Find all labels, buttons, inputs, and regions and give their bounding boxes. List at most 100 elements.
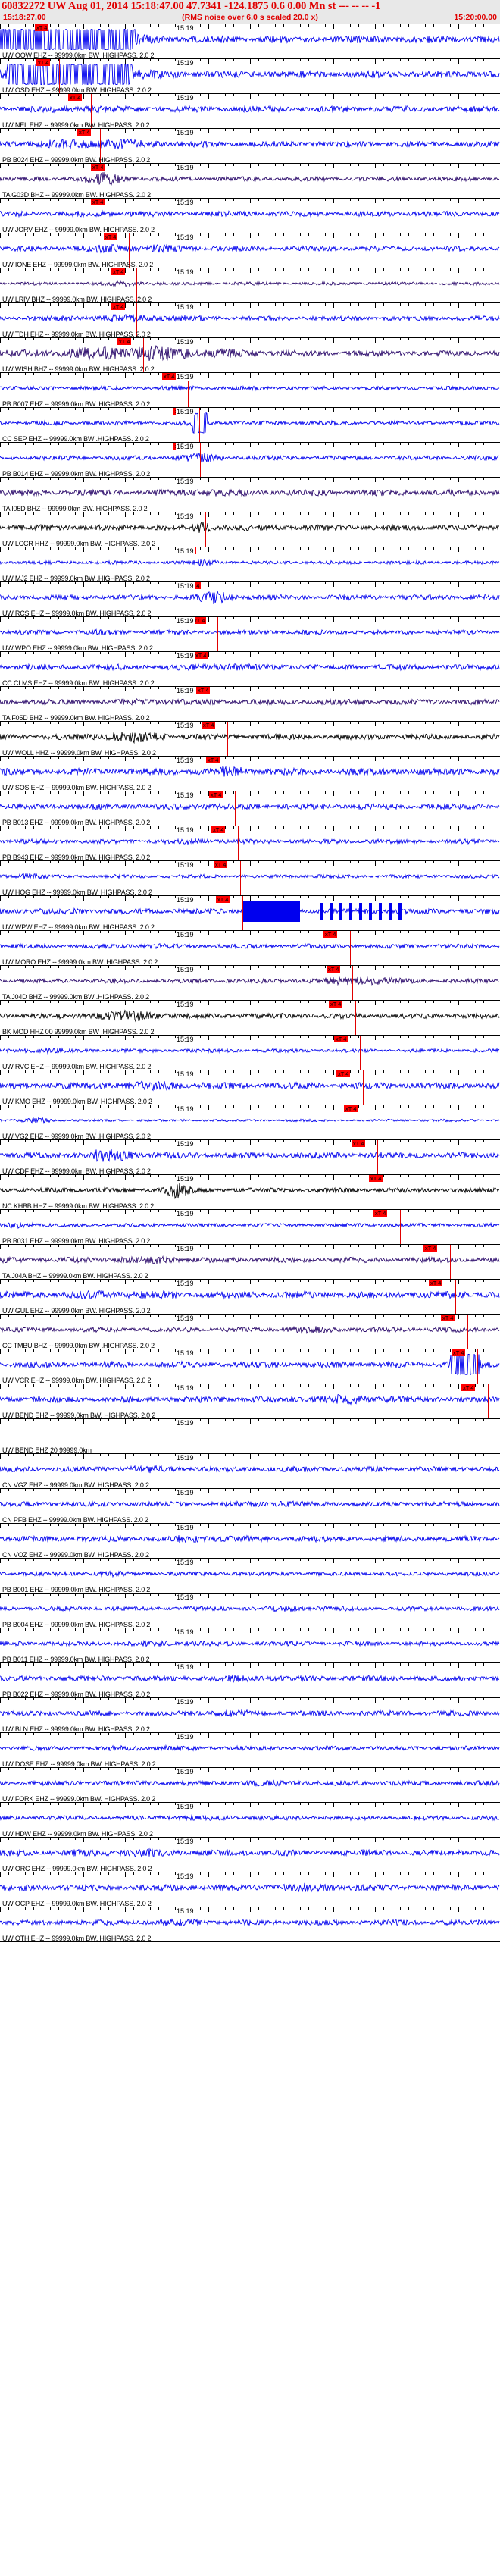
minute-label: 15:19 <box>176 129 195 136</box>
trace-row[interactable]: 15:19 UW BEND EHZ 20 99999.0km <box>0 1419 500 1454</box>
pick-marker[interactable] <box>59 59 60 93</box>
trace-row[interactable]: xT 4 15:19 UW JORV EHZ -- 99999.0km BW. HI… <box>0 199 500 233</box>
trace-row[interactable]: 15:19 PB B022 EHZ -- 99999.0km BW. HIGHPA… <box>0 1663 500 1698</box>
pick-marker[interactable] <box>477 1349 478 1384</box>
pick-marker[interactable] <box>400 1210 401 1244</box>
station-label: UW OTH EHZ -- 99999.0km BW. HIGHPASS. 2.… <box>2 1935 152 1942</box>
trace-row[interactable]: xT 4 15:19 PB B024 EHZ -- 99999.0km BW. HI… <box>0 129 500 164</box>
trace-row[interactable]: xT 4 15:19 BK MOD HHZ 00 99999.0km BW .HIG… <box>0 1001 500 1036</box>
pick-marker[interactable] <box>455 1280 456 1314</box>
pick-marker[interactable] <box>136 268 137 302</box>
trace-row[interactable]: xT 4 15:19 UW SOS EHZ -- 99999.0km BW. HIG… <box>0 757 500 791</box>
trace-row[interactable]: 15:19 UW OTH EHZ -- 99999.0km BW. HIGHPAS… <box>0 1907 500 1942</box>
minute-label: 15:19 <box>176 268 195 276</box>
station-label: UW FORK EHZ -- 99999.0km BW. HIGHPASS. 2… <box>2 1795 156 1803</box>
pick-marker[interactable] <box>450 1245 451 1279</box>
trace-row[interactable]: 15:19 CN PFB EHZ -- 99999.0km BW. HIGHPAS… <box>0 1489 500 1524</box>
trace-row[interactable]: xT 4 15:19 UW RVC EHZ -- 99999.0km BW. HIG… <box>0 1036 500 1070</box>
pick-marker[interactable] <box>100 129 101 163</box>
trace-row[interactable]: xT 4 15:19 UW IONE EHZ -- 99999.0km BW. HI… <box>0 233 500 268</box>
trace-row[interactable]: 15:19 UW OCP EHZ -- 99999.0km BW. HIGHPAS… <box>0 1872 500 1907</box>
minute-label: 15:19 <box>176 24 195 32</box>
pick-marker[interactable] <box>355 1001 356 1035</box>
waveform <box>0 412 500 434</box>
pick-marker[interactable] <box>205 512 206 547</box>
pick-marker[interactable] <box>242 896 243 930</box>
trace-row[interactable]: xT 4 15:19 PB B007 EHZ -- 99999.0km BW. HI… <box>0 373 500 408</box>
trace-row[interactable]: xT 4 15:19 PB B013 EHZ -- 99999.0km BW. HI… <box>0 791 500 826</box>
waveform <box>0 1528 500 1550</box>
pick-marker[interactable] <box>240 861 241 895</box>
trace-row[interactable]: 15:19 UW FORK EHZ -- 99999.0km BW. HIGHPA… <box>0 1768 500 1803</box>
trace-row[interactable]: xT 4 15:19 UW CDF EHZ -- 99999.0km BW. HIG… <box>0 1140 500 1175</box>
trace-row[interactable]: xT 4 15:19 UW VG2 EHZ -- 99999.0km BW .HIG… <box>0 1105 500 1140</box>
trace-row[interactable]: xT 4 15:19 TA J04D BHZ -- 99999.0km BW .HI… <box>0 966 500 1001</box>
trace-row[interactable]: 15:19 PB B004 EHZ -- 99999.0km BW. HIGHPA… <box>0 1594 500 1628</box>
pick-marker[interactable] <box>350 931 351 965</box>
pick-marker[interactable] <box>200 443 201 477</box>
pick-marker[interactable] <box>91 94 92 128</box>
pick-marker[interactable] <box>136 303 137 337</box>
trace-row[interactable]: xT 4 15:19 UW GUL EHZ -- 99999.0km BW. HIG… <box>0 1280 500 1315</box>
trace-row[interactable]: 15:19 CN VGZ EHZ -- 99999.0km BW. HIGHPAS… <box>0 1454 500 1489</box>
pick-marker[interactable] <box>199 408 200 442</box>
pick-marker[interactable] <box>363 1070 364 1105</box>
trace-row[interactable]: 15:19 UW ORC EHZ -- 99999.0km BW. HIGHPAS… <box>0 1838 500 1872</box>
pick-marker[interactable] <box>227 722 228 756</box>
pick-marker[interactable] <box>377 1140 378 1174</box>
trace-row[interactable]: xT 4 15:19 UW KMO EHZ -- 99999.0km BW. HIG… <box>0 1070 500 1105</box>
trace-row[interactable]: xT 4 15:19 UW BEND EHZ -- 99999.0km BW. HI… <box>0 1384 500 1419</box>
trace-row[interactable]: xT 4 15:19 NC KHBB HHZ -- 99999.0km BW. HI… <box>0 1175 500 1210</box>
trace-row[interactable]: xT 4 15:19 UW OOW EHZ -- 99999.0km BW .HIG… <box>0 24 500 59</box>
trace-row[interactable]: xT 4 15:19 TA J04A BHZ -- 99999.0km BW. HI… <box>0 1245 500 1280</box>
pick-marker[interactable] <box>129 233 130 268</box>
trace-row[interactable]: xT 4 15:19 CC TMBU BHZ -- 99999.0km BW .HI… <box>0 1315 500 1349</box>
waveform <box>0 1319 500 1340</box>
minute-label: 15:19 <box>176 1524 195 1531</box>
trace-row[interactable]: xT 4 15:19 UW MORO EHZ -- 99999.0km BW. HI… <box>0 931 500 966</box>
trace-row[interactable]: xT 4 15:19 UW TDH EHZ -- 99999.0km BW. HIG… <box>0 303 500 338</box>
trace-row[interactable]: 15:19 UW HDW EHZ -- 99999.0km BW. HIGHPAS… <box>0 1803 500 1838</box>
trace-row[interactable]: xT 4 15:19 UW HOG EHZ -- 99999.0km BW. HIG… <box>0 861 500 896</box>
trace-row[interactable]: 15:19 UW BLN EHZ -- 99999.0km BW. HIGHPAS… <box>0 1698 500 1733</box>
trace-row[interactable]: xT 4 15:19 UW OSD EHZ -- 99999.0km BW. HIG… <box>0 59 500 94</box>
pick-marker[interactable] <box>235 791 236 826</box>
station-label: UW WOLL HHZ -- 99999.0km BW. HIGHPASS. 2… <box>2 749 156 757</box>
trace-row[interactable]: xT 4 15:19 UW WISH BHZ -- 99999.0km BW. HI… <box>0 338 500 373</box>
clipped-event-block <box>242 901 300 922</box>
pick-marker[interactable] <box>188 373 189 407</box>
trace-row[interactable]: xT 4 15:19 CC CLMS EHZ -- 99999.0km BW .HI… <box>0 652 500 687</box>
trace-row[interactable]: 15:19 PB B011 EHZ -- 99999.0km BW. HIGHPA… <box>0 1628 500 1663</box>
station-label: TA I05D BHZ -- 99999.0km BW. HIGHPASS. 2… <box>2 505 148 512</box>
trace-row[interactable]: xT 4 15:19 TA G03D BHZ -- 99999.0km BW. HI… <box>0 164 500 199</box>
trace-row[interactable]: 15:19 UW DOSE EHZ -- 99999.0km BW. HIGHPA… <box>0 1733 500 1768</box>
pick-marker[interactable] <box>467 1315 468 1349</box>
trace-row[interactable]: 15:19 PB B001 EHZ -- 99999.0km BW. HIGHPA… <box>0 1559 500 1594</box>
trace-row[interactable]: xT 4 15:19 UW LRIV BHZ -- 99999.0km BW. HI… <box>0 268 500 303</box>
waveform <box>0 378 500 399</box>
pick-marker[interactable] <box>238 826 239 860</box>
trace-row[interactable]: xT 4 15:19 TA F05D BHZ -- 99999.0km BW. HI… <box>0 687 500 722</box>
pick-marker[interactable] <box>488 1384 489 1418</box>
trace-row[interactable]: xT 4 15:19 UW NEL EHZ -- 99999.0km BW. HIG… <box>0 94 500 129</box>
station-label: NC KHBB HHZ -- 99999.0km BW. HIGHPASS. 2… <box>2 1202 155 1210</box>
trace-row[interactable]: xT 4 15:19 UW WPO EHZ -- 99999.0km BW. HIG… <box>0 617 500 652</box>
trace-row[interactable]: xT 4 15:19 UW WOLL HHZ -- 99999.0km BW. HI… <box>0 722 500 757</box>
pick-marker[interactable] <box>352 966 353 1000</box>
trace-row[interactable]: xT 4 15:19 PB B031 EHZ -- 99999.0km BW. HI… <box>0 1210 500 1245</box>
event-bar <box>359 903 363 920</box>
trace-row[interactable]: xT 4 15:19 UW VCR EHZ -- 99999.0km BW. HIG… <box>0 1349 500 1384</box>
trace-row[interactable]: 15:19 CN VOZ EHZ -- 99999.0km BW. HIGHPAS… <box>0 1524 500 1559</box>
time-axis-ticks <box>0 408 500 413</box>
pick-marker[interactable] <box>143 338 144 372</box>
pick-marker[interactable] <box>217 617 218 651</box>
trace-row[interactable]: xT 4 15:19 UW WPW EHZ -- 99999.0km BW .HIG… <box>0 896 500 931</box>
trace-row[interactable]: xT 4 15:19 PB B943 EHZ -- 99999.0km BW. HI… <box>0 826 500 861</box>
pick-marker[interactable] <box>360 1036 361 1070</box>
